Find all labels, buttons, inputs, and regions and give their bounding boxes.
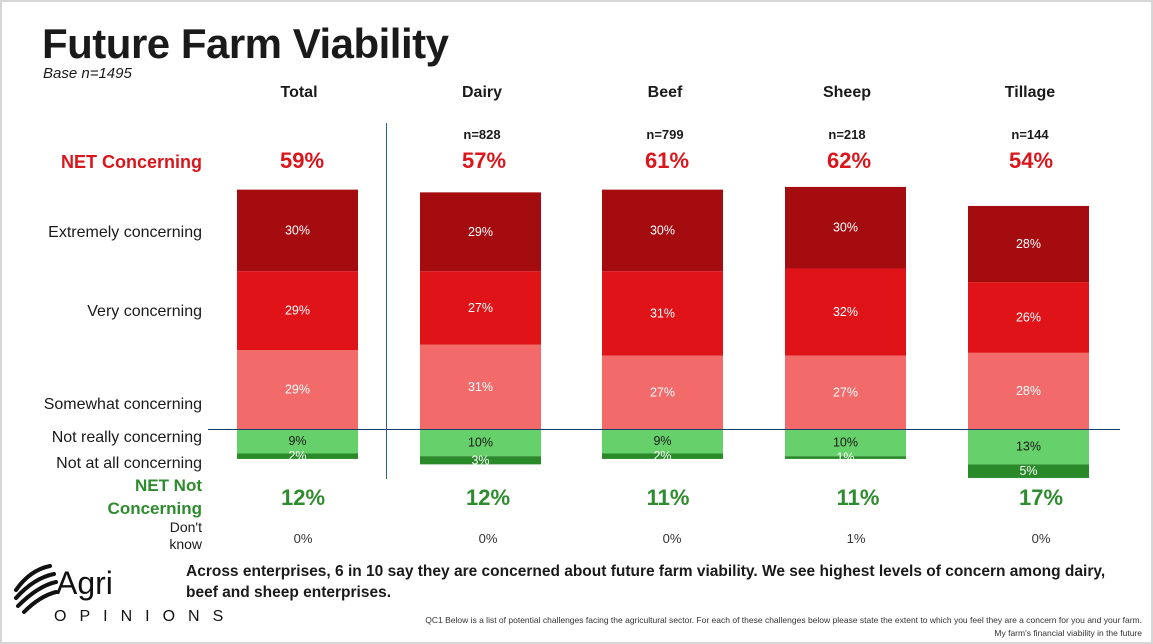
agri-opinions-logo (14, 564, 58, 614)
bar-dairy-somewhat (420, 344, 541, 429)
label-sheep-not-at-all: 1% (836, 451, 854, 465)
footnote-statement: My farm's financial viability in the fut… (994, 628, 1142, 638)
bar-beef-very (602, 271, 723, 356)
not-at-all-concerning-label: Not at all concerning (56, 455, 202, 472)
bar-sheep-somewhat (785, 355, 906, 429)
label-dairy-very: 27% (468, 301, 493, 315)
label-sheep-somewhat: 27% (833, 385, 858, 399)
net-concerning-dairy: 57% (461, 148, 507, 173)
page-title: Future Farm Viability (42, 20, 449, 67)
logo-subtitle: OPINIONS (54, 608, 237, 625)
col-head-beef: Beef (647, 84, 683, 101)
summary-text: Across enterprises, 6 in 10 say they are… (186, 563, 1106, 601)
label-beef-somewhat: 27% (650, 385, 675, 399)
net-not-concerning-sheep: 11% (836, 485, 880, 510)
net-not-concerning-total: 12% (280, 485, 326, 510)
n-count-sheep: n=218 (828, 127, 866, 142)
bar-total-not-really (237, 429, 358, 454)
label-dairy-extremely: 29% (468, 225, 493, 239)
logo-wordmark: Agri (56, 565, 113, 601)
bar-dairy-not-really (420, 429, 541, 457)
bar-dairy-very (420, 271, 541, 345)
net-concerning-sheep: 62% (826, 148, 872, 173)
label-sheep-not-really: 10% (833, 436, 858, 450)
net-concerning-beef: 61% (644, 148, 690, 173)
n-count-dairy: n=828 (463, 127, 501, 142)
net-not-concerning-dairy: 12% (465, 485, 511, 510)
footnote-question: QC1 Below is a list of potential challen… (425, 615, 1142, 625)
label-tillage-not-at-all: 5% (1019, 464, 1037, 478)
bar-total-somewhat (237, 350, 358, 429)
label-total-not-at-all: 2% (288, 449, 306, 463)
label-beef-extremely: 30% (650, 223, 675, 237)
col-head-dairy: Dairy (461, 84, 503, 101)
bar-total-not-at-all (237, 453, 358, 459)
dont-know-sheep: 1% (846, 531, 866, 546)
base-note: Base n=1495 (43, 65, 132, 82)
bar-tillage-not-really (968, 429, 1089, 465)
label-total-very: 29% (285, 304, 310, 318)
bar-tillage-somewhat (968, 352, 1089, 429)
bar-dairy-extremely (420, 192, 541, 272)
n-count-tillage: n=144 (1011, 127, 1049, 142)
label-tillage-extremely: 28% (1016, 237, 1041, 251)
label-dairy-somewhat: 31% (468, 380, 493, 394)
concern-divider (208, 429, 1120, 430)
label-beef-very: 31% (650, 306, 675, 320)
net-not-concerning-label: NET Not Concerning (107, 476, 202, 518)
col-head-tillage: Tillage (1004, 84, 1056, 101)
net-concerning-label: NET Concerning (60, 152, 202, 172)
net-not-concerning-tillage: 17% (1018, 485, 1064, 510)
dont-know-tillage: 0% (1031, 531, 1051, 546)
label-total-somewhat: 29% (285, 383, 310, 397)
net-concerning-tillage: 54% (1008, 148, 1054, 173)
label-dairy-not-really: 10% (468, 436, 493, 450)
label-sheep-very: 32% (833, 305, 858, 319)
label-beef-not-really: 9% (653, 434, 671, 448)
bar-total-very (237, 271, 358, 351)
bar-sheep-not-really (785, 429, 906, 457)
extremely-concerning-label: Extremely concerning (48, 224, 202, 241)
col-head-sheep: Sheep (822, 84, 871, 101)
bar-tillage-very (968, 282, 1089, 353)
dont-know-label: Don't know (169, 519, 202, 552)
bar-beef-somewhat (602, 355, 723, 429)
label-dairy-not-at-all: 3% (471, 453, 489, 467)
very-concerning-label: Very concerning (87, 303, 202, 320)
label-total-extremely: 30% (285, 223, 310, 237)
dont-know-dairy: 0% (478, 531, 498, 546)
bar-tillage-extremely (968, 205, 1089, 283)
net-not-concerning-beef: 11% (646, 485, 690, 510)
label-beef-not-at-all: 2% (653, 449, 671, 463)
label-sheep-extremely: 30% (833, 221, 858, 235)
bar-dairy-not-at-all (420, 456, 541, 465)
total-divider (386, 123, 387, 479)
col-head-total: Total (280, 84, 318, 101)
footnote: QC1 Below is a list of potential challen… (242, 614, 1142, 640)
label-tillage-very: 26% (1016, 310, 1041, 324)
bar-sheep-extremely (785, 186, 906, 269)
bar-beef-not-at-all (602, 453, 723, 459)
bar-tillage-not-at-all (968, 464, 1089, 478)
bar-sheep-not-at-all (785, 456, 906, 459)
label-total-not-really: 9% (288, 434, 306, 448)
bar-beef-extremely (602, 189, 723, 272)
n-count-beef: n=799 (646, 127, 684, 142)
bar-beef-not-really (602, 429, 723, 454)
label-tillage-not-really: 13% (1016, 440, 1041, 454)
bar-sheep-very (785, 268, 906, 356)
somewhat-concerning-label: Somewhat concerning (43, 396, 202, 413)
label-tillage-somewhat: 28% (1016, 384, 1041, 398)
not-really-concerning-label: Not really concerning (51, 429, 202, 446)
dont-know-total: 0% (293, 531, 313, 546)
bar-total-extremely (237, 189, 358, 272)
dont-know-beef: 0% (662, 531, 682, 546)
net-concerning-total: 59% (279, 148, 325, 173)
